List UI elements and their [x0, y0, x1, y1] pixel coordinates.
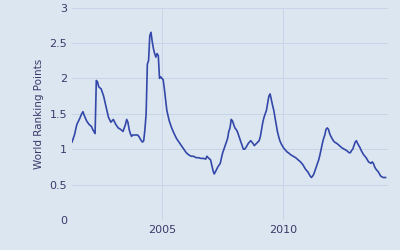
Y-axis label: World Ranking Points: World Ranking Points	[34, 58, 44, 169]
